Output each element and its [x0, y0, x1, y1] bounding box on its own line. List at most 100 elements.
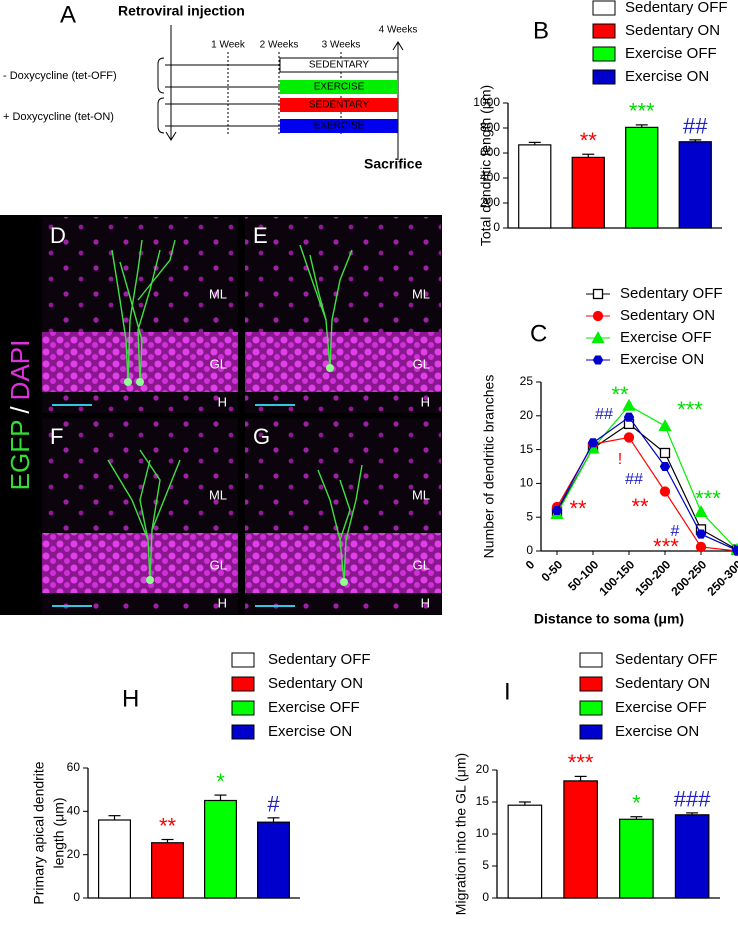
neuron-soma [146, 576, 154, 584]
y-tick-label: 10 [476, 826, 490, 840]
y-tick-label: 5 [482, 858, 489, 872]
box-label: EXERCISE [314, 121, 365, 132]
layer-label: GL [210, 557, 227, 572]
panel-label: H [122, 685, 139, 712]
significance-label: ## [625, 471, 643, 488]
legend-label: Sedentary ON [615, 675, 710, 692]
y-tick-label: 15 [520, 442, 534, 456]
significance-label: ## [595, 406, 613, 423]
y-tick-label: 0 [526, 543, 533, 557]
y-tick-label: 20 [520, 408, 534, 422]
significance-label: ## [683, 114, 708, 139]
legend-label: Exercise OFF [620, 329, 712, 346]
y-tick-label: 40 [67, 804, 81, 818]
bar [507, 804, 543, 899]
legend-label: Sedentary OFF [620, 285, 723, 302]
marker [592, 355, 604, 365]
x-tick-label: 0-50 [538, 557, 565, 584]
layer-label: GL [413, 356, 430, 371]
y-tick-label: 800 [480, 120, 500, 134]
marker [623, 412, 635, 422]
week-label: 4 Weeks [379, 25, 418, 36]
y-tick-label: 5 [526, 509, 533, 523]
legend-swatch [592, 23, 616, 39]
image-label: D [50, 223, 66, 248]
y-tick-label: 400 [480, 170, 500, 184]
neuron-dendrite [309, 254, 327, 321]
layer-label: H [421, 595, 430, 610]
significance-label: *** [568, 750, 594, 775]
group-label: - Doxycycline (tet-OFF) [3, 70, 117, 82]
series-line [556, 404, 738, 551]
marker [551, 505, 563, 515]
neuron-soma [136, 378, 144, 386]
x-tick-label: 200-250 [668, 557, 709, 598]
layer-label: ML [209, 487, 227, 502]
series-line [556, 416, 738, 551]
protocol-diagram: A Retroviral injection 1 Week 2 Weeks 3 … [3, 1, 423, 171]
neuron-dendrite [119, 261, 143, 383]
bar [571, 156, 605, 229]
bar [204, 799, 238, 899]
bar [257, 821, 291, 899]
significance-label: ** [159, 813, 177, 838]
bar [625, 126, 659, 229]
marker [695, 529, 707, 539]
image-label: E [253, 223, 268, 248]
bar [619, 818, 654, 899]
legend-label: Sedentary OFF [268, 651, 371, 668]
protocol-box [280, 80, 398, 94]
legend-label: Exercise ON [625, 68, 709, 85]
y-tick-label: 10 [520, 476, 534, 490]
neuron-dendrite [139, 449, 161, 531]
legend-label: Exercise OFF [615, 699, 707, 716]
legend-swatch [579, 700, 603, 716]
legend-swatch [592, 0, 616, 16]
micrographs: EGFP / DAPI D ML GL H E ML GL H F ML GL H G ML GL H [0, 215, 442, 615]
legend-swatch [231, 676, 255, 692]
legend-swatch [231, 652, 255, 668]
significance-label: ** [611, 382, 629, 407]
neuron-dendrite [329, 249, 353, 369]
legend-swatch [231, 700, 255, 716]
neuron-dendrite [107, 459, 151, 581]
x-tick-label: 150-200 [632, 557, 673, 598]
layer-label: ML [412, 487, 430, 502]
legend-label: Exercise OFF [268, 699, 360, 716]
legend-label: Sedentary OFF [615, 651, 718, 668]
marker [592, 288, 604, 300]
stain-egfp: EGFP [5, 420, 35, 491]
neuron-dendrite [299, 244, 331, 369]
panel-label: B [533, 17, 549, 44]
y-tick-label: 0 [73, 890, 80, 904]
protocol-box [280, 119, 398, 133]
box-label: SEDENTARY [309, 60, 370, 71]
marker [731, 545, 738, 555]
layer-label: ML [209, 286, 227, 301]
y-axis-label: Migration into the GL (μm) [453, 753, 469, 915]
legend-swatch [231, 724, 255, 740]
image-label: F [50, 424, 63, 449]
sacrifice-label: Sacrifice [364, 156, 423, 172]
box-label: EXERCISE [314, 82, 365, 93]
neuron-dendrite [317, 469, 345, 583]
x-axis-label: Distance to soma (μm) [534, 611, 684, 627]
significance-label: ** [569, 496, 587, 521]
panel-label: I [504, 678, 511, 705]
legend-swatch [579, 676, 603, 692]
significance-label: ** [580, 128, 598, 153]
panel-label: C [530, 320, 547, 347]
y-axis-label: Number of dendritic branches [481, 375, 497, 559]
y-tick-label: 15 [476, 794, 490, 808]
neuron-soma [340, 578, 348, 586]
legend-label: Exercise ON [620, 351, 704, 368]
marker [658, 419, 672, 432]
significance-label: ** [631, 494, 649, 519]
neuron-dendrite [149, 459, 181, 581]
y-tick-label: 25 [520, 374, 534, 388]
legend-swatch [592, 69, 616, 85]
legend-label: Sedentary ON [625, 22, 720, 39]
granule-layer [245, 332, 441, 392]
y-tick-label: 60 [67, 760, 81, 774]
